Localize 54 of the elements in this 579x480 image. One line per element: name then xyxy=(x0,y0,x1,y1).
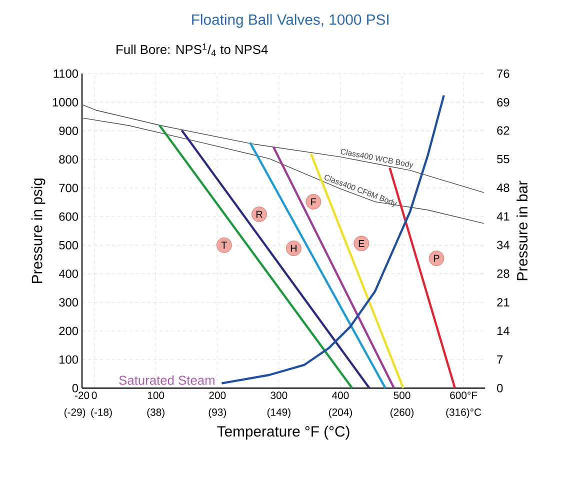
y2-tick-label: 55 xyxy=(497,155,510,164)
chart-subtitle: Full Bore: NPS$^{1}$/$_{4}$ to NPS4 xyxy=(116,44,268,56)
text: (316)°C xyxy=(446,408,482,418)
x-tick-label: 300 xyxy=(270,392,288,400)
y2-tick-label: 76 xyxy=(497,70,510,78)
x-tick-label: 200 xyxy=(209,392,226,400)
x-axis-title: Temperature °F (°C) xyxy=(217,426,350,440)
text: (149) xyxy=(267,408,290,418)
annotation: F xyxy=(311,198,316,206)
annotation: P xyxy=(434,255,440,262)
series-label: Saturated Steam xyxy=(119,376,214,385)
y2-tick-label: 48 xyxy=(496,184,510,192)
y-tick-label: 900 xyxy=(59,126,78,136)
y-tick-label: 300 xyxy=(59,298,78,307)
x-tick-label: 500 xyxy=(394,392,410,400)
y2-tick-label: 28 xyxy=(497,270,510,278)
y-tick-label: 700 xyxy=(59,184,78,192)
y2-tick-label: 41 xyxy=(496,212,510,221)
annotation: R xyxy=(256,211,262,218)
y2-tick-label: 7 xyxy=(497,356,503,364)
line-series xyxy=(220,94,445,385)
y2-tick-label: 0 xyxy=(497,384,503,392)
x-tick-label: 0 xyxy=(92,392,97,400)
x-tick-label: -20 xyxy=(74,392,90,400)
text: (93) xyxy=(208,408,226,418)
y2-tick-label: 34 xyxy=(497,240,510,250)
x-tick-label: 100 xyxy=(148,392,164,400)
text: (38) xyxy=(147,408,164,418)
annotation: T xyxy=(221,242,227,249)
text: (-29) xyxy=(64,408,86,418)
y-tick-label: 100 xyxy=(60,355,78,364)
y2-tick-label: 21 xyxy=(497,298,510,307)
y2-axis-title: Pressure in bar xyxy=(516,180,528,280)
y2-tick-label: 14 xyxy=(497,326,510,336)
y-tick-label: 500 xyxy=(59,241,78,250)
y-tick-label: 1000 xyxy=(52,98,78,107)
chart-title: Floating Ball Valves, 1000 PSI xyxy=(192,14,388,28)
line-series xyxy=(82,118,484,224)
y-tick-label: 200 xyxy=(59,326,78,336)
x-tick-label: 400 xyxy=(332,392,349,400)
y-tick-label: 0 xyxy=(72,384,78,392)
annotation: H xyxy=(290,245,296,252)
text: (204) xyxy=(328,408,352,418)
annotation: E xyxy=(358,240,364,248)
y2-tick-label: 62 xyxy=(497,126,510,135)
text: (260) xyxy=(390,408,414,418)
y-tick-label: 1100 xyxy=(54,70,78,78)
y-tick-label: 600 xyxy=(59,212,78,221)
y-tick-label: 400 xyxy=(58,270,78,278)
y2-tick-label: 69 xyxy=(497,98,510,107)
y-tick-label: 800 xyxy=(59,155,78,164)
text: (-18) xyxy=(91,408,112,418)
y-axis-title: Pressure in psig xyxy=(31,178,46,284)
x-tick-label: 600°F xyxy=(450,392,478,400)
